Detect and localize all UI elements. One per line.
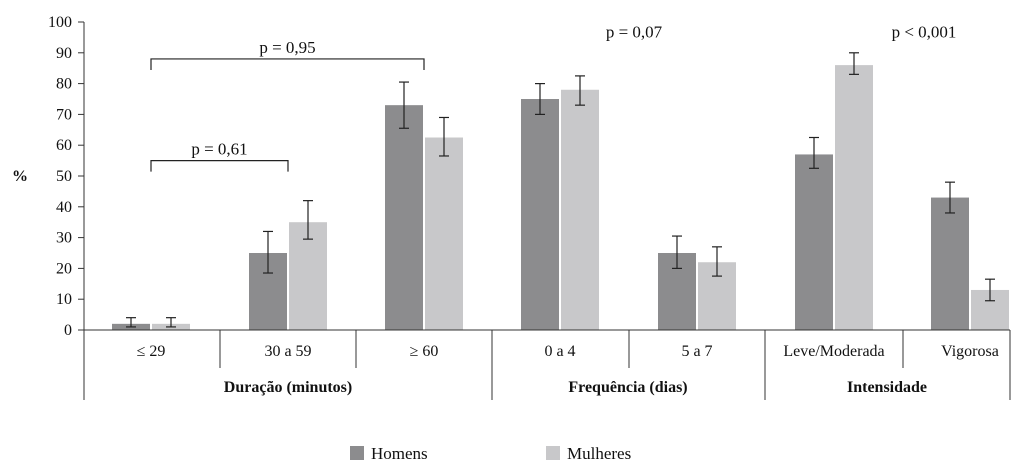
p-value-label: p = 0,95 [259,38,315,57]
y-tick-label: 30 [56,230,72,247]
bar-mulheres [289,222,327,330]
y-tick-label: 0 [64,322,72,339]
bar-homens [521,99,559,330]
x-tick-label: 5 a 7 [681,343,712,360]
bar-mulheres [835,65,873,331]
x-tick-label: 0 a 4 [544,343,575,360]
x-tick-label: Vigorosa [941,343,999,360]
x-tick-label: ≤ 29 [137,343,166,360]
group-label: Duração (minutos) [224,379,352,396]
y-tick-label: 60 [56,137,72,154]
y-tick-label: 20 [56,260,72,277]
y-tick-label: 100 [48,14,72,31]
y-axis-label: % [12,168,28,185]
significance-bracket [150,58,425,70]
legend-swatch [546,446,560,460]
x-tick-label: Leve/Moderada [783,343,884,360]
y-tick-label: 70 [56,106,72,123]
bar-mulheres [561,89,599,330]
y-tick-label: 90 [56,45,72,62]
bar-homens [931,197,969,330]
significance-bracket [150,160,289,172]
bar-mulheres [425,137,463,330]
annotations: p = 0,95 p = 0,61 p = 0,07 p < 0,001 [150,22,957,172]
legend-label: Homens [371,444,428,463]
group-label: Frequência (dias) [568,379,687,396]
legend-swatch [350,446,364,460]
x-tick-label: ≥ 60 [410,343,439,360]
p-value-label: p = 0,07 [606,22,663,41]
bar-homens [385,105,423,330]
legend-label: Mulheres [567,444,631,463]
y-tick-label: 10 [56,291,72,308]
bars [112,52,1009,331]
y-tick-label: 40 [56,199,72,216]
group-label: Intensidade [847,379,927,396]
y-axis: 0 10 20 30 40 50 60 70 80 90 100 [48,14,85,339]
y-tick-label: 80 [56,76,72,93]
x-axis: ≤ 29 30 a 59 ≥ 60 0 a 4 5 a 7 Leve/Moderada Vi… [83,329,1011,400]
p-value-label: p = 0,61 [191,140,247,159]
p-value-label: p < 0,001 [892,22,957,41]
legend: Homens Mulheres [350,444,631,463]
bar-homens [795,154,833,330]
y-tick-label: 50 [56,168,72,185]
x-tick-label: 30 a 59 [264,343,311,360]
